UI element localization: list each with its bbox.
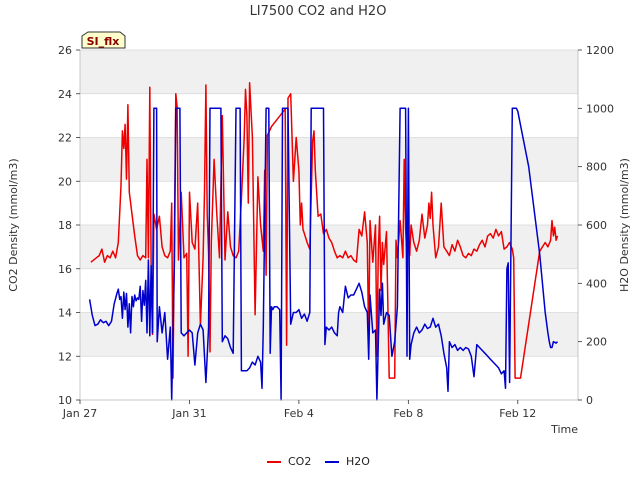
left-y-tick-label: 20 [58,175,72,188]
right-y-tick-label: 1000 [586,102,614,115]
background-band [80,50,578,94]
left-y-axis: 10 12 14 16 18 20 22 24 26 [58,44,80,407]
plot-series [88,82,559,401]
background-band [80,137,578,182]
badge-text: SI_flx [87,35,120,48]
x-tick-label: Feb 4 [284,407,314,420]
background-band [80,312,578,357]
right-y-tick-label: 1200 [586,44,614,57]
left-y-axis-label: CO2 Density (mmol/m3) [7,158,20,291]
left-y-tick-label: 12 [58,350,72,363]
left-y-tick-label: 24 [58,88,72,101]
left-y-tick-label: 18 [58,219,72,232]
right-y-tick-label: 600 [586,219,607,232]
background-bands [80,50,578,357]
x-tick-label: Jan 31 [171,407,206,420]
x-tick-label: Feb 8 [393,407,423,420]
right-y-tick-label: 400 [586,277,607,290]
x-tick-label: Jan 27 [62,407,97,420]
legend: CO2 H2O [267,455,370,468]
left-y-tick-label: 14 [58,307,72,320]
legend-co2-label: CO2 [288,455,311,468]
x-axis-label: Time [550,423,578,436]
x-axis: Jan 27 Jan 31 Feb 4 Feb 8 Feb 12 [62,400,536,420]
right-y-axis-label: H2O Density (mmol/m3) [618,158,631,292]
badge: SI_flx [81,31,126,49]
right-y-tick-label: 200 [586,336,607,349]
series-line-h2o [88,107,559,401]
left-y-tick-label: 26 [58,44,72,57]
legend-h2o-label: H2O [346,455,370,468]
x-tick-label: Feb 12 [499,407,536,420]
left-y-tick-label: 10 [58,394,72,407]
right-y-tick-label: 800 [586,161,607,174]
left-y-tick-label: 16 [58,263,72,276]
right-y-tick-label: 0 [586,394,593,407]
series-line-co2 [90,82,559,379]
right-y-axis: 0 200 400 600 800 1000 1200 [578,44,614,407]
badge-box [81,31,126,49]
chart-title: LI7500 CO2 and H2O [250,4,387,19]
left-y-tick-label: 22 [58,132,72,145]
